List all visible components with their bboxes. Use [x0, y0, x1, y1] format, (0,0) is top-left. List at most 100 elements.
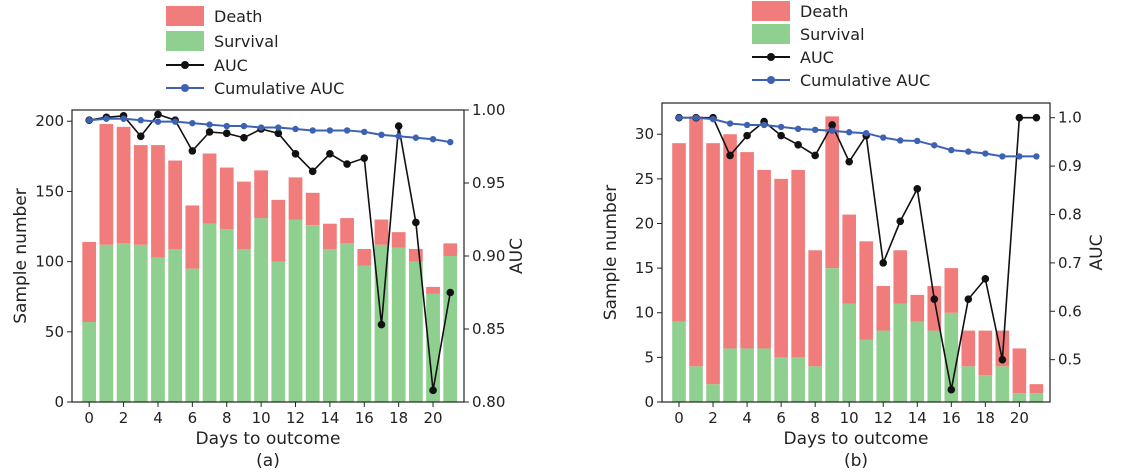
y2-tick-label-b-1: 0.6 — [1058, 302, 1082, 320]
x-axis-label-a: Days to outcome — [196, 429, 341, 449]
survival-bar-a-9 — [237, 248, 251, 402]
cumulative-auc-line-a — [89, 117, 451, 144]
panel-caption-a: (a) — [256, 451, 280, 471]
auc-line-a — [89, 113, 452, 391]
x-tick-label-a-12: 12 — [286, 409, 305, 427]
death-bar-b-0 — [672, 143, 686, 322]
cumulative-auc-point-b-10 — [845, 129, 853, 136]
death-bar-a-9 — [237, 181, 251, 249]
x-tick-label-b-18: 18 — [976, 409, 995, 427]
death-bar-b-11 — [859, 241, 874, 340]
death-bar-a-3 — [133, 145, 148, 245]
survival-bar-b-1 — [689, 366, 703, 402]
cumulative-auc-point-a-11 — [275, 124, 282, 131]
auc-point-a-14 — [326, 150, 334, 158]
cumulative-auc-point-a-18 — [395, 133, 402, 140]
survival-bar-a-3 — [133, 244, 148, 402]
survival-bar-b-16 — [944, 312, 959, 402]
survival-bar-b-2 — [706, 384, 720, 402]
cumulative-auc-point-a-13 — [309, 127, 316, 134]
death-bar-b-2 — [706, 143, 720, 385]
auc-point-b-9 — [828, 121, 836, 129]
y2-axis-label-b: AUC — [1087, 235, 1107, 271]
x-tick-label-a-4: 4 — [153, 409, 163, 427]
death-bar-a-19 — [408, 248, 423, 262]
legend-a-cumauc-marker — [181, 84, 189, 92]
auc-point-a-20 — [429, 386, 437, 395]
survival-bar-b-6 — [774, 357, 788, 402]
death-bar-a-6 — [185, 205, 200, 269]
death-bar-a-4 — [151, 145, 165, 258]
auc-point-b-12 — [879, 259, 888, 267]
auc-point-b-14 — [913, 185, 922, 193]
cumulative-auc-point-a-21 — [447, 138, 454, 146]
cumulative-auc-point-b-16 — [948, 146, 955, 154]
cumulative-auc-point-a-2 — [120, 115, 127, 122]
death-bar-b-21 — [1029, 384, 1044, 394]
y2-tick-label-b-3: 0.8 — [1058, 205, 1082, 223]
survival-bar-b-13 — [893, 303, 908, 402]
legend-a-auc-label: AUC — [214, 56, 248, 75]
cumulative-auc-point-a-19 — [412, 134, 420, 141]
y-tick-label-b-25: 25 — [635, 170, 654, 188]
survival-bar-a-4 — [151, 257, 165, 402]
survival-bar-b-10 — [842, 303, 856, 402]
cumulative-auc-point-a-7 — [206, 121, 213, 128]
auc-point-a-7 — [205, 128, 214, 136]
y-tick-label-b-20: 20 — [635, 214, 654, 232]
x-tick-label-a-6: 6 — [188, 409, 198, 427]
y-tick-label-b-10: 10 — [635, 304, 654, 322]
y2-tick-label-b-0: 0.5 — [1058, 351, 1082, 369]
survival-bar-b-14 — [910, 321, 925, 402]
legend-a-auc-marker — [181, 61, 189, 69]
legend-b-death-swatch — [752, 1, 790, 21]
cumulative-auc-point-a-20 — [429, 136, 437, 143]
survival-bar-b-17 — [961, 366, 976, 402]
legend-a-death-label: Death — [214, 7, 262, 26]
cumulative-auc-point-b-7 — [794, 125, 802, 133]
survival-bar-b-11 — [859, 339, 874, 402]
chart-panel-b: 0 2 4 6 8 10 12 14 16 18 20 0 5 10 15 20 25 30 0.5 0.6 0.7 0.… — [601, 102, 1107, 471]
death-bar-a-11 — [271, 199, 286, 262]
cumulative-auc-point-a-4 — [154, 118, 162, 125]
cumulative-auc-point-b-20 — [1016, 153, 1023, 160]
y2-tick-label-b-2: 0.7 — [1058, 254, 1082, 272]
y-axis-label-a: Sample number — [11, 188, 31, 324]
x-tick-label-a-0: 0 — [84, 409, 94, 427]
legend-b: Death Survival AUC Cumulative AUC — [752, 1, 930, 90]
survival-bar-a-13 — [305, 225, 320, 402]
auc-point-a-4 — [154, 110, 162, 119]
cumulative-auc-point-a-0 — [85, 117, 93, 124]
death-bar-a-14 — [323, 223, 337, 249]
cumulative-auc-point-b-17 — [965, 148, 972, 155]
death-bar-b-18 — [978, 330, 993, 376]
legend-a-death-swatch — [166, 6, 204, 26]
legend-b-auc-label: AUC — [800, 48, 834, 67]
cumulative-auc-point-b-19 — [999, 153, 1006, 160]
x-tick-label-a-8: 8 — [222, 409, 232, 427]
x-tick-label-b-4: 4 — [742, 409, 752, 427]
x-tick-label-a-20: 20 — [424, 409, 443, 427]
survival-bar-a-10 — [254, 218, 268, 402]
plot-frame-b — [661, 102, 1051, 403]
cumulative-auc-point-a-9 — [240, 122, 248, 130]
survival-bar-b-9 — [825, 268, 839, 402]
y2-tick-label-a-3: 0.95 — [472, 174, 505, 192]
survival-bar-a-15 — [340, 243, 354, 402]
legend-b-auc-marker — [767, 53, 775, 61]
death-bar-a-7 — [202, 153, 217, 224]
auc-point-b-15 — [930, 295, 939, 303]
survival-bar-b-5 — [757, 348, 771, 402]
cumulative-auc-point-b-9 — [828, 127, 836, 134]
cumulative-auc-point-a-17 — [378, 131, 385, 139]
survival-bar-b-8 — [808, 366, 822, 402]
death-bar-b-5 — [757, 169, 771, 349]
auc-point-a-17 — [377, 320, 386, 329]
legend-b-cumauc-label: Cumulative AUC — [800, 71, 930, 90]
auc-point-b-20 — [1015, 113, 1024, 122]
cumulative-auc-point-b-14 — [914, 137, 921, 145]
death-bar-b-4 — [740, 152, 754, 349]
survival-bar-a-18 — [391, 247, 406, 402]
auc-point-b-18 — [981, 275, 990, 283]
x-axis-label-b: Days to outcome — [784, 429, 929, 449]
